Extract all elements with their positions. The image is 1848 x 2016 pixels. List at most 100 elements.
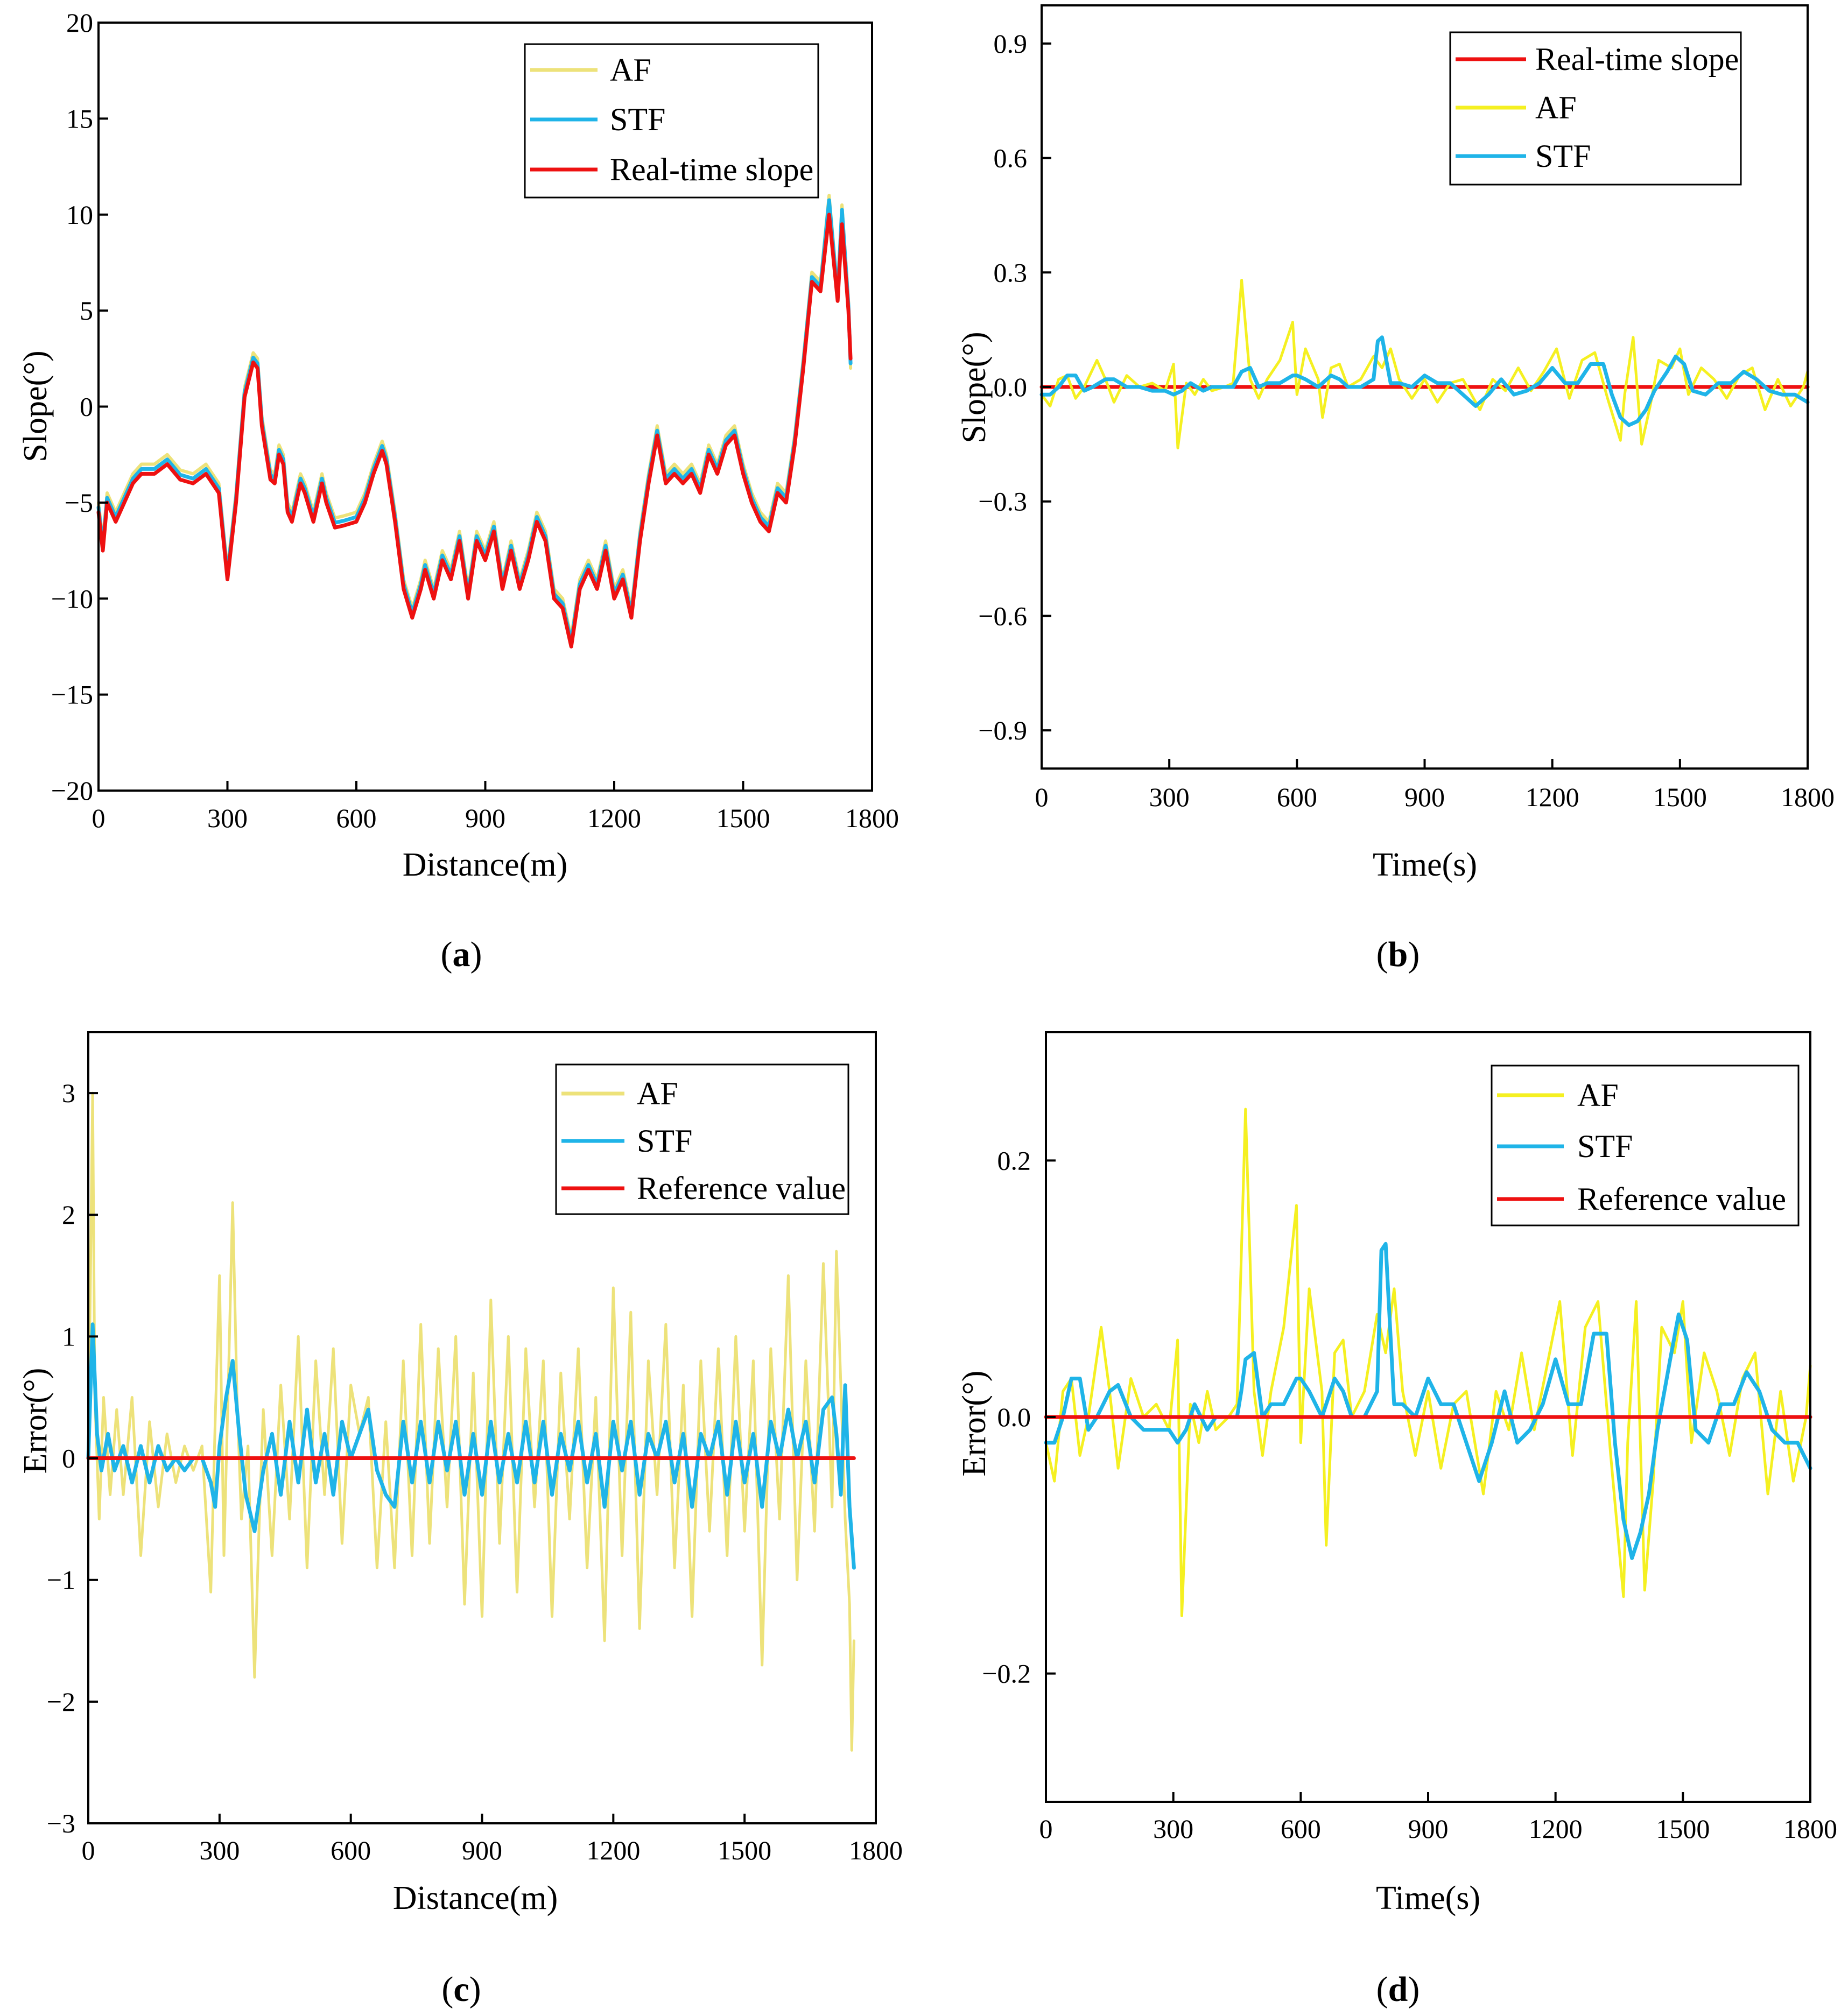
x-tick-label: 600	[331, 1835, 371, 1865]
y-tick-label: 1	[62, 1321, 75, 1351]
x-tick-label: 1200	[586, 1835, 640, 1865]
x-tick-label: 1200	[1529, 1814, 1583, 1844]
y-axis-title: Error(°)	[956, 1371, 993, 1477]
x-tick-label: 0	[92, 803, 106, 833]
legend-label-real-time-slope: Real-time slope	[610, 152, 813, 187]
panel-a-plot	[96, 194, 853, 648]
y-tick-label: −3	[47, 1808, 75, 1838]
legend-label-reference-value: Reference value	[1577, 1181, 1786, 1217]
panel-d-ticks: 0 300 600 900 1200 1500 1800 −0.2 0.0 0.2	[982, 1145, 1837, 1844]
x-tick-label: 300	[1149, 782, 1190, 812]
x-tick-label: 1500	[716, 803, 770, 833]
series-line-stf	[1039, 335, 1810, 427]
y-tick-label: 0.2	[997, 1145, 1031, 1175]
panel-b-plot	[1039, 279, 1810, 449]
y-tick-label: −5	[65, 488, 93, 518]
panel-d-frame	[1045, 1031, 1811, 1803]
y-tick-label: −15	[51, 680, 93, 710]
y-tick-label: 3	[62, 1078, 75, 1108]
legend-label-af: AF	[637, 1076, 678, 1111]
panel-a-frame	[97, 22, 873, 792]
panel-a-legend: AF STF Real-time slope	[524, 43, 819, 199]
series-line-af	[87, 1091, 855, 1752]
x-tick-label: 1200	[1526, 782, 1579, 812]
y-tick-label: 5	[80, 295, 93, 326]
panel-c-legend: AF STF Reference value	[555, 1063, 849, 1215]
panel-label-a: (a)	[441, 935, 482, 974]
y-tick-label: 0.0	[994, 372, 1028, 402]
series-line-real-time-slope	[96, 213, 853, 648]
panel-a-ticks: 0 300 600 900 1200 1500 1800 −20 −15 −10 −5 0 5 10 15 2…	[51, 8, 899, 833]
legend-label-real-time-slope: Real-time slope	[1535, 41, 1739, 77]
x-tick-label: 1200	[587, 803, 641, 833]
y-tick-label: 0.9	[994, 29, 1028, 59]
x-tick-label: 1800	[849, 1835, 903, 1865]
x-tick-label: 900	[1404, 782, 1445, 812]
x-tick-label: 0	[82, 1835, 95, 1865]
panel-b-frame	[1041, 4, 1809, 770]
x-tick-label: 300	[199, 1835, 240, 1865]
x-axis-title: Distance(m)	[403, 847, 567, 883]
x-tick-label: 900	[462, 1835, 502, 1865]
x-tick-label: 1500	[1656, 1814, 1710, 1844]
panel-label-b: (b)	[1376, 935, 1420, 974]
legend-label-stf: STF	[610, 102, 665, 137]
x-tick-label: 1800	[845, 803, 899, 833]
legend-label-reference-value: Reference value	[637, 1171, 846, 1206]
panel-c-plot	[86, 1091, 856, 1752]
y-tick-label: −1	[47, 1565, 75, 1595]
y-tick-label: −0.3	[978, 487, 1027, 517]
y-tick-label: 0.6	[994, 143, 1028, 173]
x-axis-title: Distance(m)	[393, 1880, 558, 1916]
x-tick-label: 900	[465, 803, 505, 833]
legend-label-stf: STF	[637, 1123, 692, 1159]
panel-c: 0 300 600 900 1200 1500 1800 −3 −2 −1 0 1 2 3 AF STF …	[17, 1031, 903, 2009]
x-tick-label: 600	[1281, 1814, 1321, 1844]
y-tick-label: 20	[66, 8, 93, 38]
y-tick-label: −0.2	[982, 1659, 1031, 1689]
x-tick-label: 1800	[1783, 1814, 1837, 1844]
x-tick-label: 300	[207, 803, 248, 833]
y-tick-label: 0	[80, 392, 93, 422]
panel-d: 0 300 600 900 1200 1500 1800 −0.2 0.0 0.2 AF STF …	[956, 1031, 1837, 2009]
y-tick-label: −0.6	[978, 601, 1027, 631]
x-tick-label: 900	[1408, 1814, 1449, 1844]
y-axis-title: Slope(°)	[956, 332, 993, 443]
series-line-stf	[1044, 1242, 1812, 1560]
legend-label-af: AF	[1535, 90, 1577, 125]
panel-label-d: (d)	[1376, 1970, 1420, 2009]
x-tick-label: 600	[336, 803, 377, 833]
y-tick-label: 15	[66, 103, 93, 133]
panel-c-ticks: 0 300 600 900 1200 1500 1800 −3 −2 −1 0 1 2 3	[47, 1078, 903, 1865]
series-line-stf	[96, 198, 853, 644]
y-tick-label: −10	[51, 583, 93, 614]
panel-d-plot	[1044, 1108, 1812, 1617]
panel-b: 0 300 600 900 1200 1500 1800 −0.9 −0.6 −0.3 0.0 0.3…	[956, 4, 1835, 974]
series-line-stf	[86, 1322, 856, 1570]
x-tick-label: 1500	[718, 1835, 771, 1865]
legend-label-af: AF	[610, 52, 651, 88]
y-tick-label: −2	[47, 1687, 75, 1717]
y-axis-title: Error(°)	[17, 1368, 54, 1474]
x-tick-label: 1800	[1781, 782, 1835, 812]
y-tick-label: 2	[62, 1200, 75, 1230]
panel-d-legend: AF STF Reference value	[1491, 1065, 1800, 1226]
x-axis-title: Time(s)	[1376, 1880, 1480, 1916]
series-line-af	[1040, 279, 1809, 449]
x-axis-title: Time(s)	[1373, 847, 1477, 883]
legend-label-stf: STF	[1535, 138, 1591, 174]
y-tick-label: 0.0	[997, 1402, 1031, 1432]
panel-b-ticks: 0 300 600 900 1200 1500 1800 −0.9 −0.6 −0.3 0.0 0.3…	[978, 29, 1835, 812]
y-tick-label: −20	[51, 776, 93, 806]
series-line-af	[97, 194, 853, 639]
y-tick-label: −0.9	[978, 715, 1027, 745]
panel-label-c: (c)	[441, 1970, 481, 2009]
x-tick-label: 300	[1153, 1814, 1193, 1844]
panel-b-legend: Real-time slope AF STF	[1449, 31, 1742, 186]
y-tick-label: 0.3	[994, 257, 1028, 287]
y-tick-label: 10	[66, 200, 93, 230]
x-tick-label: 600	[1277, 782, 1317, 812]
panel-a: 0 300 600 900 1200 1500 1800 −20 −15 −10 −5 0 5 10 15 2…	[17, 8, 899, 974]
x-tick-label: 0	[1035, 782, 1049, 812]
